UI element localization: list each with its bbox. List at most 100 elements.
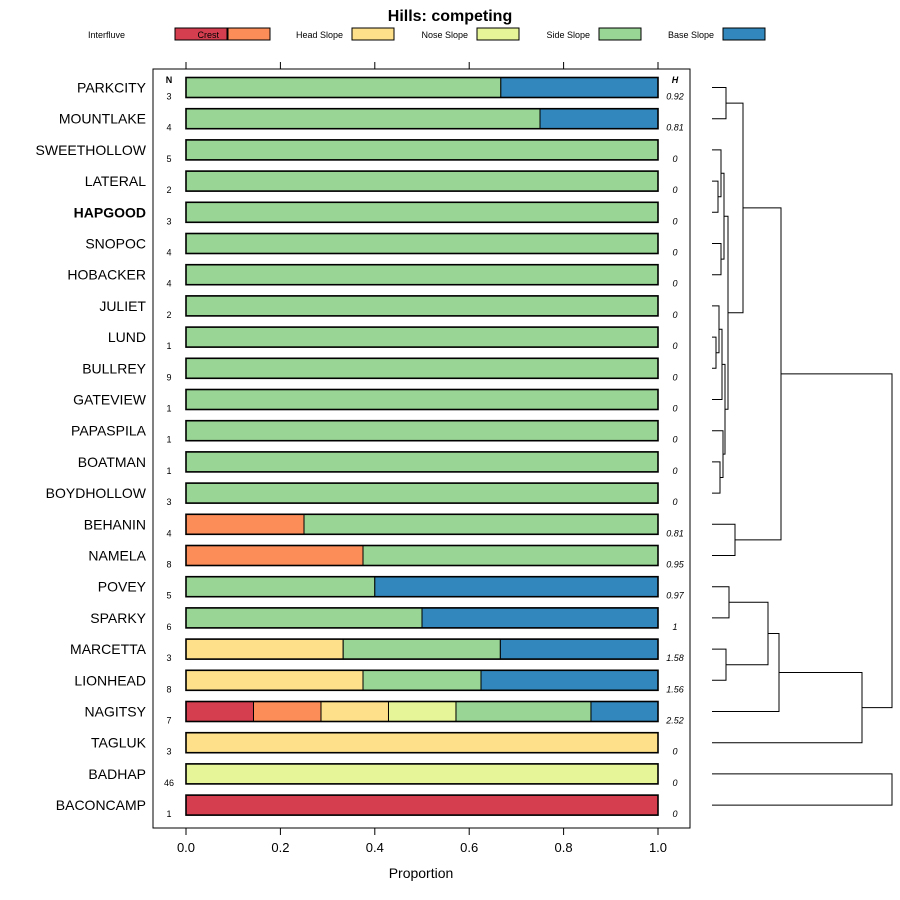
row-tagluk: TAGLUK 3 0 [91, 731, 678, 757]
row-h-value: 0 [672, 747, 677, 757]
bar-segment-side-slope [303, 513, 659, 535]
row-h-value: 1.56 [666, 684, 684, 694]
row-label: SPARKY [90, 610, 146, 626]
bar-outline [185, 419, 659, 442]
row-label: BADHAP [88, 766, 146, 782]
bar-segment-side-slope [185, 389, 659, 410]
row-n-value: 1 [166, 809, 171, 819]
row-label: NAMELA [88, 548, 146, 564]
plot-frame [152, 68, 691, 829]
row-label: BACONCAMP [56, 797, 146, 813]
bar-segment-base-slope [500, 77, 659, 98]
row-n-value: 46 [164, 778, 174, 788]
legend: Interfluve Crest Head Slope Nose Slope Side … [88, 27, 766, 41]
row-label: POVEY [98, 579, 147, 595]
legend-label-head-slope: Head Slope [296, 30, 343, 40]
row-h-value: 0 [672, 372, 677, 382]
bar-outline [185, 232, 659, 255]
row-n-value: 9 [166, 372, 171, 382]
row-n-value: 4 [166, 248, 171, 258]
row-n-value: 4 [166, 123, 171, 133]
legend-label-crest: Crest [197, 30, 219, 40]
legend-label-nose-slope: Nose Slope [421, 30, 468, 40]
bar-segment-interfluve [185, 701, 254, 722]
row-label: LIONHEAD [74, 672, 146, 688]
row-bullrey: BULLREY 9 0 [82, 357, 678, 382]
x-tick-label: 0.0 [177, 840, 195, 855]
bar-outline [185, 700, 659, 723]
bar-segment-base-slope [374, 576, 659, 598]
bar-outline [185, 763, 659, 785]
bar-outline [185, 731, 659, 754]
row-label: GATEVIEW [73, 392, 147, 408]
row-h-value: 0.81 [666, 123, 684, 133]
bar-segment-side-slope [185, 576, 376, 598]
legend-swatch-side-slope [598, 27, 642, 41]
dendrogram-link [712, 430, 724, 478]
row-lateral: LATERAL 2 0 [85, 170, 678, 195]
legend-swatch-base-slope [722, 27, 766, 41]
row-n-value: 1 [166, 404, 171, 414]
row-label: HOBACKER [67, 267, 146, 283]
row-nagitsy: NAGITSY 7 2.52 [85, 700, 684, 726]
bar-outline [185, 107, 659, 130]
chart-title: Hills: competing [388, 8, 512, 25]
row-n-value: 1 [166, 466, 171, 476]
dendrogram-link [712, 461, 721, 494]
row-n-value: 6 [166, 622, 171, 632]
bar-segment-base-slope [421, 607, 659, 629]
bar-segment-side-slope [185, 108, 541, 130]
row-h-value: 2.52 [665, 716, 684, 726]
bar-segment-crest [185, 545, 364, 566]
bar-segment-head-slope [185, 638, 344, 660]
bar-outline [185, 607, 659, 629]
bar-segment-side-slope [185, 451, 659, 473]
bar-segment-side-slope [185, 607, 423, 629]
bar-segment-base-slope [590, 701, 659, 722]
row-label: NAGITSY [85, 704, 147, 720]
row-n-value: 8 [166, 684, 171, 694]
row-h-value: 0 [672, 435, 677, 445]
bar-outline [185, 669, 659, 692]
chart-rows: PARKCITY 3 0.92 MOUNTLAKE 4 0.81 SWEETHOLLOW 5 0… [36, 76, 685, 819]
bar-segment-side-slope [362, 669, 482, 691]
bar-outline [185, 794, 659, 816]
row-lionhead: LIONHEAD 8 1.56 [74, 669, 684, 694]
x-tick-label: 0.4 [366, 840, 384, 855]
row-h-value: 0 [672, 310, 677, 320]
bar-segment-crest [252, 701, 322, 722]
bar-segment-side-slope [185, 77, 502, 98]
bar-segment-side-slope [362, 545, 659, 566]
legend-swatch-head-slope [351, 27, 395, 41]
dendrogram-link [726, 102, 744, 314]
row-papaspila: PAPASPILA 1 0 [71, 419, 678, 445]
row-povey: POVEY 5 0.97 [98, 575, 685, 601]
dendrogram-link [712, 523, 736, 556]
legend-label-interfluve: Interfluve [88, 30, 125, 40]
bar-outline [185, 201, 659, 224]
row-label: BEHANIN [84, 516, 146, 532]
bar-outline [185, 482, 659, 504]
bar-outline [185, 76, 659, 99]
row-label: PARKCITY [77, 80, 147, 96]
row-label: MARCETTA [70, 641, 147, 657]
n-column-header: N [166, 75, 173, 85]
row-behanin: BEHANIN 4 0.81 [84, 513, 684, 538]
x-axis: 0.0 0.2 0.4 0.6 0.8 1.0 [177, 62, 667, 855]
row-h-value: 0 [672, 341, 677, 351]
dendrogram-link [712, 648, 727, 681]
row-badhap: BADHAP 46 0 [88, 763, 678, 788]
row-n-value: 4 [166, 528, 171, 538]
row-h-value: 1 [672, 622, 677, 632]
bar-segment-nose-slope [387, 701, 457, 722]
bar-outline [185, 326, 659, 348]
legend-swatch-interfluve [174, 27, 228, 41]
row-n-value: 2 [166, 185, 171, 195]
row-h-value: 0 [672, 809, 677, 819]
dendrogram-link [735, 207, 782, 541]
legend-label-side-slope: Side Slope [546, 30, 590, 40]
bar-outline [185, 638, 659, 660]
dendrogram-link [712, 336, 717, 369]
legend-swatch-nose-slope [476, 27, 520, 41]
row-gateview: GATEVIEW 1 0 [73, 388, 678, 414]
